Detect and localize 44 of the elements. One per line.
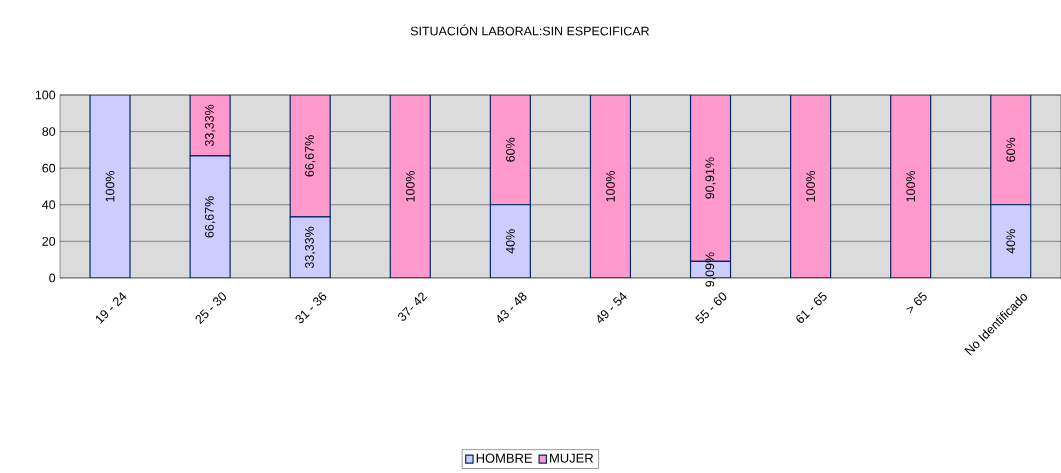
y-tick-label: 0	[49, 273, 56, 283]
x-tick-label: 19 - 24	[95, 292, 127, 324]
chart-title: SITUACIÓN LABORAL:SIN ESPECIFICAR	[410, 24, 649, 36]
data-label: 33,33%	[204, 104, 216, 147]
y-tick-label: 40	[42, 200, 56, 210]
bar	[890, 95, 932, 278]
bar	[790, 95, 832, 278]
bar	[589, 95, 632, 278]
x-tick-label: 37- 42	[398, 292, 428, 321]
data-label: 100%	[806, 171, 816, 202]
bar	[489, 95, 531, 206]
data-label: 66,67%	[204, 196, 216, 238]
y-tick-label: 60	[42, 163, 56, 173]
bar	[389, 95, 431, 278]
legend-label: HOMBRE	[476, 453, 532, 463]
y-tick-label: 20	[42, 236, 56, 246]
data-label: 66,67%	[305, 135, 316, 177]
bar	[990, 204, 1032, 278]
x-tick-label: 43 - 48	[497, 292, 527, 323]
data-label: 100%	[405, 171, 415, 202]
x-tick-label: 61 - 65	[796, 291, 827, 323]
y-tick-label: 80	[42, 127, 56, 137]
data-label: 90,91%	[705, 157, 716, 199]
bar	[89, 95, 131, 278]
data-label: 9,09%	[705, 252, 716, 287]
data-label: 33,33%	[305, 226, 316, 269]
x-tick-label: 49 - 54	[597, 292, 627, 323]
y-tick-label: 100	[35, 90, 56, 100]
x-tick-label: > 65	[906, 291, 927, 314]
data-label: 60%	[505, 137, 515, 162]
legend-label: MUJER	[550, 453, 594, 463]
bar	[990, 95, 1032, 206]
data-label: 100%	[906, 171, 916, 202]
data-label: 40%	[1006, 229, 1016, 254]
x-tick-label: 31 - 36	[295, 292, 327, 324]
bar	[189, 155, 231, 278]
bar	[489, 204, 531, 278]
x-tick-label: 55 - 60	[695, 292, 727, 324]
data-label: 100%	[105, 171, 115, 202]
data-label: 60%	[1006, 137, 1016, 162]
bar	[289, 95, 331, 218]
data-label: 100%	[606, 171, 615, 202]
data-label: 40%	[505, 229, 515, 254]
x-tick-label: 25 - 30	[195, 292, 227, 325]
